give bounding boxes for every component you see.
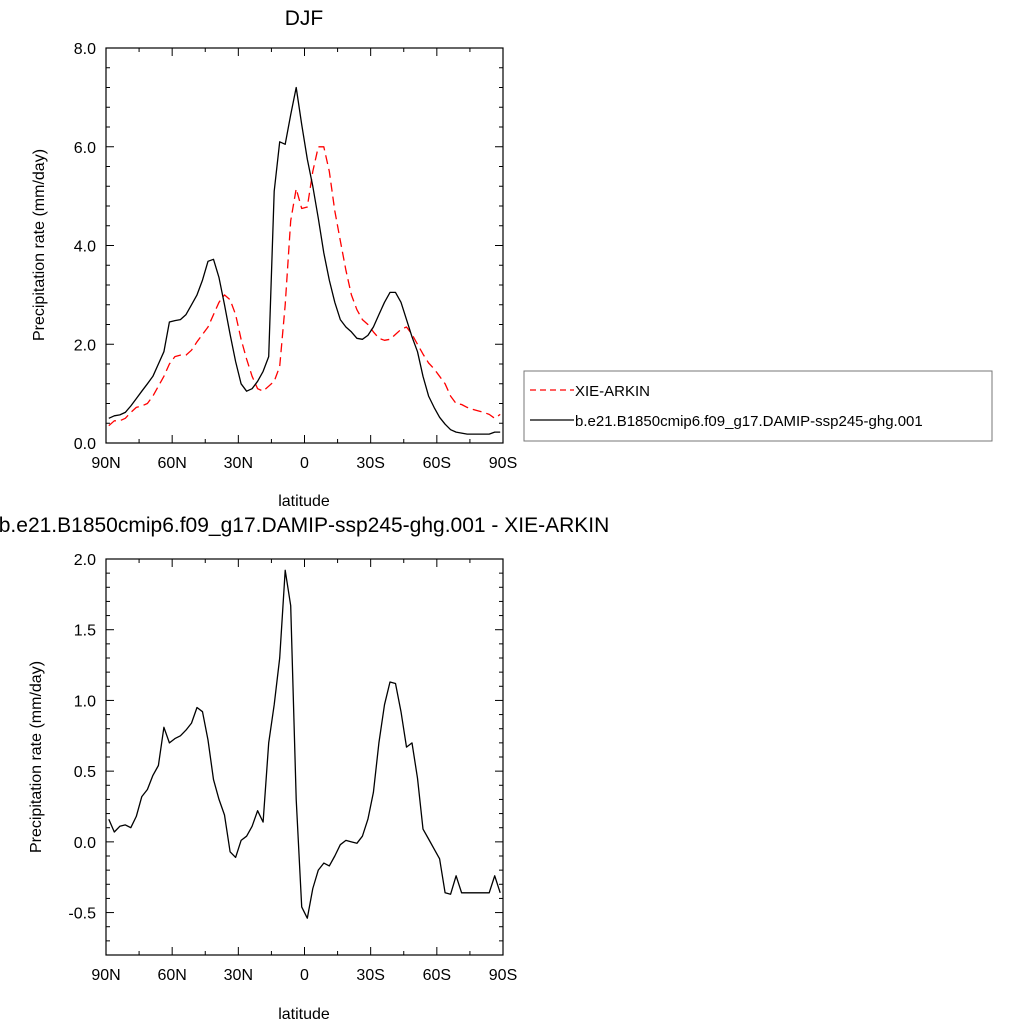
bottom-y-axis-label: Precipitation rate (mm/day): [28, 661, 45, 853]
top-x-tick-label: 60S: [423, 455, 451, 472]
top-y-tick-label: 2.0: [74, 337, 96, 354]
top-x-tick-label: 30N: [224, 455, 253, 472]
bottom-y-tick-label: -0.5: [68, 906, 96, 923]
top-y-axis-label: Precipitation rate (mm/day): [31, 149, 48, 341]
top-x-tick-label: 0: [300, 455, 309, 472]
bottom-y-tick-label: 1.5: [74, 623, 96, 640]
top-plot-frame: [105, 47, 504, 444]
bottom-y-tick-label: 0.5: [74, 764, 96, 781]
top-x-tick-label: 30S: [356, 455, 384, 472]
top-y-tick-label: 8.0: [74, 41, 96, 58]
bottom-y-tick-label: 2.0: [74, 552, 96, 569]
bottom-x-tick-label: 90S: [489, 967, 517, 984]
top-x-tick-label: 90N: [91, 455, 120, 472]
top-y-tick-label: 4.0: [74, 239, 96, 256]
legend-label-xie-arkin: XIE-ARKIN: [575, 383, 650, 400]
top-x-tick-label: 60N: [157, 455, 186, 472]
bottom-series-line-model: [108, 569, 501, 919]
bottom-x-tick-label: 60S: [423, 967, 451, 984]
top-x-tick-label: 90S: [489, 455, 517, 472]
difference-panel: b.e21.B1850cmip6.f09_g17.DAMIP-ssp245-gh…: [0, 514, 609, 1023]
bottom-x-tick-label: 60N: [157, 967, 186, 984]
top-series-line-xie-arkin: [108, 146, 501, 427]
bottom-x-tick-label: 90N: [91, 967, 120, 984]
bottom-x-tick-label: 30S: [356, 967, 384, 984]
bottom-x-axis-label: latitude: [278, 1006, 330, 1023]
bottom-x-tick-label: 0: [300, 967, 309, 984]
bottom-y-tick-label: 0.0: [74, 835, 96, 852]
legend-label-model: b.e21.B1850cmip6.f09_g17.DAMIP-ssp245-gh…: [575, 413, 923, 430]
climatology-panel: DJF 90N 60N 30N 0 30S 60S 90S 0.0 2.0 4.0 6.0 8.0 l…: [31, 7, 993, 510]
top-series-line-model: [108, 86, 501, 435]
legend: XIE-ARKIN b.e21.B1850cmip6.f09_g17.DAMIP…: [523, 370, 993, 442]
top-y-tick-label: 6.0: [74, 140, 96, 157]
bottom-plot-frame: [105, 558, 504, 956]
bottom-chart-title: b.e21.B1850cmip6.f09_g17.DAMIP-ssp245-gh…: [0, 514, 609, 537]
top-x-axis-label: latitude: [278, 493, 330, 510]
top-y-tick-label: 0.0: [74, 436, 96, 453]
legend-box: [523, 370, 993, 442]
bottom-y-tick-label: 1.0: [74, 693, 96, 710]
top-chart-title: DJF: [285, 7, 324, 30]
bottom-x-tick-label: 30N: [224, 967, 253, 984]
